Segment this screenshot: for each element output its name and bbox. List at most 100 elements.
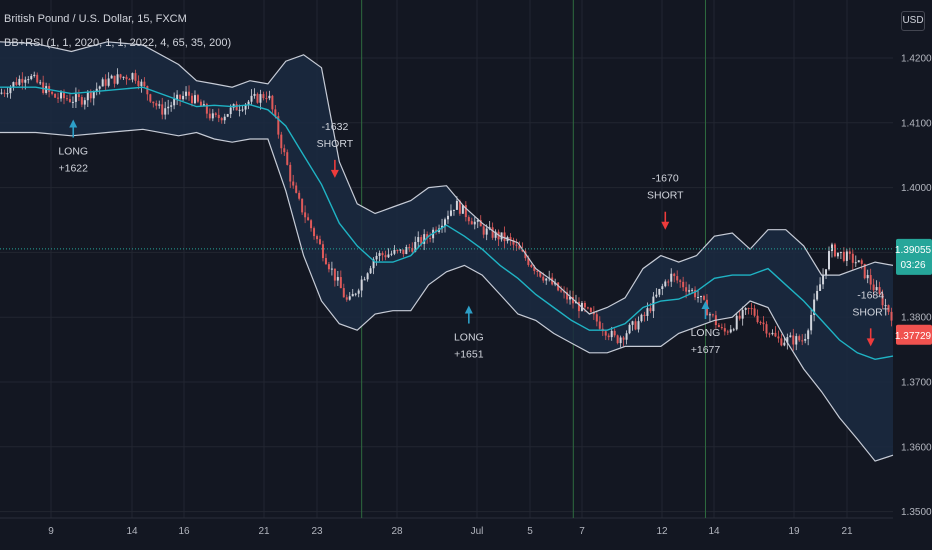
short-signal-label: -1632 (321, 121, 348, 133)
candle-body (848, 251, 851, 254)
candle-body (485, 228, 488, 235)
candle-body (872, 284, 875, 291)
candle-body (158, 104, 161, 106)
candle-body (321, 244, 324, 259)
y-tick-label: 1.40000 (901, 183, 932, 194)
candle-body (384, 255, 387, 258)
long-arrow-icon (69, 119, 78, 128)
candle-body (310, 220, 313, 229)
candle-body (116, 74, 119, 84)
candle-body (854, 262, 857, 264)
x-tick-label: 12 (656, 526, 668, 537)
candle-body (265, 98, 268, 100)
countdown-timer: 03:26 (900, 260, 925, 271)
candle-body (110, 75, 113, 79)
candle-body (74, 94, 77, 102)
candle-body (822, 274, 825, 285)
candle-body (134, 73, 137, 81)
candle-body (634, 321, 637, 330)
indicator-title[interactable]: BB+RSI (1, 1, 2020, 1, 1, 2022, 4, 65, 3… (4, 37, 232, 49)
candle-body (482, 226, 485, 235)
candle-body (140, 81, 143, 87)
candle-body (765, 324, 768, 334)
candle-body (881, 293, 884, 306)
candle-body (54, 93, 57, 98)
candle-body (342, 288, 345, 298)
candle-body (289, 164, 292, 182)
candle-body (193, 95, 196, 104)
candle-body (461, 205, 464, 214)
symbol-title[interactable]: British Pound / U.S. Dollar, 15, FXCM (4, 13, 187, 25)
candle-body (399, 249, 402, 251)
candle-body (741, 309, 744, 319)
candle-body (449, 210, 452, 216)
candle-body (301, 198, 304, 213)
candle-body (57, 97, 60, 99)
current-price-tag[interactable] (896, 238, 932, 275)
candle-body (318, 239, 321, 245)
candle-body (68, 99, 71, 102)
candle-body (274, 109, 277, 117)
candle-body (762, 322, 765, 325)
candle-body (62, 92, 65, 99)
candle-body (36, 74, 39, 83)
candle-body (33, 74, 36, 76)
last-price-tag[interactable] (896, 324, 932, 345)
y-tick-label: 1.37000 (901, 378, 932, 389)
candle-body (658, 288, 661, 295)
candle-body (610, 330, 613, 338)
candle-body (444, 219, 447, 226)
candle-body (405, 247, 408, 255)
candle-body (119, 74, 122, 78)
candle-body (411, 247, 414, 252)
candle-body (208, 113, 211, 119)
long-arrow-icon (701, 301, 710, 309)
candle-body (77, 94, 80, 98)
candle-body (324, 258, 327, 265)
currency-badge[interactable]: USD (901, 11, 925, 31)
candle-body (196, 95, 199, 102)
x-tick-label: 21 (841, 526, 853, 537)
candle-body (414, 241, 417, 252)
candle-body (476, 220, 479, 222)
candle-body (80, 97, 83, 105)
candle-body (783, 342, 786, 346)
short-signal-label: SHORT (317, 138, 354, 150)
candle-body (661, 286, 664, 289)
candle-body (6, 93, 9, 95)
candle-body (688, 290, 691, 292)
candle-body (42, 82, 45, 93)
candle-body (238, 109, 241, 111)
candle-body (316, 236, 319, 240)
candle-body (711, 314, 714, 316)
x-tick-label: 9 (48, 526, 54, 537)
x-tick-label: Jul (471, 526, 484, 537)
candle-body (569, 296, 572, 300)
candle-body (700, 295, 703, 298)
candle-body (807, 330, 810, 340)
short-arrow-icon (866, 338, 875, 347)
candle-body (515, 244, 518, 246)
candle-body (104, 79, 107, 86)
candle-body (595, 314, 598, 322)
long-signal-label: LONG (691, 327, 721, 339)
candle-body (15, 82, 18, 85)
y-tick-label: 1.42000 (901, 54, 932, 65)
candle-body (339, 277, 342, 289)
candle-body (646, 308, 649, 316)
candle-body (503, 232, 506, 242)
short-signal-label: -1684 (857, 289, 884, 301)
candle-body (607, 335, 610, 338)
candle-body (804, 339, 807, 341)
candle-body (875, 287, 878, 291)
candle-body (125, 76, 128, 80)
candle-body (887, 305, 890, 312)
candle-body (747, 308, 750, 310)
candle-body (777, 336, 780, 339)
candle-body (71, 101, 74, 103)
candle-body (226, 114, 229, 117)
candle-body (253, 93, 256, 96)
candle-body (113, 75, 116, 84)
